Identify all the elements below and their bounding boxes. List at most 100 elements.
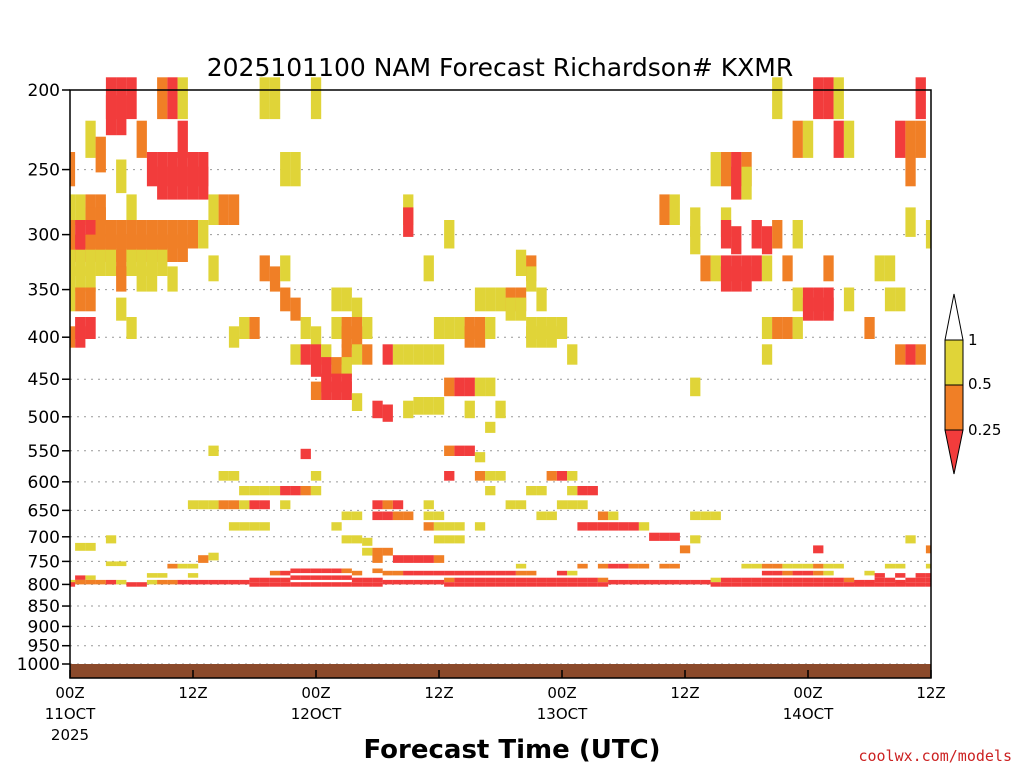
ri-cell <box>905 120 916 158</box>
ri-cell <box>741 266 752 292</box>
ri-cell <box>75 326 86 348</box>
ri-cell <box>587 577 598 583</box>
ri-cell <box>310 486 322 496</box>
ri-cell <box>454 317 465 339</box>
ri-cell <box>269 486 281 496</box>
ri-cell <box>177 220 188 249</box>
ri-cell <box>679 545 691 554</box>
ri-cell <box>474 452 486 463</box>
ri-cell <box>433 522 445 531</box>
ri-cell <box>505 500 516 510</box>
ri-cell <box>362 344 373 365</box>
ri-cell <box>474 471 486 481</box>
ri-cell <box>290 152 301 187</box>
ri-cell <box>536 582 547 587</box>
richardson-cells <box>70 77 931 587</box>
ri-cell <box>187 563 199 569</box>
y-tick-label: 900 <box>28 617 60 637</box>
ri-cell <box>751 255 762 282</box>
ri-cell <box>454 377 465 397</box>
ri-cell <box>669 563 680 569</box>
ri-cell <box>731 166 742 200</box>
ri-cell <box>874 577 885 583</box>
ri-cell <box>741 563 752 569</box>
ri-cell <box>290 575 301 580</box>
ri-cell <box>341 357 352 377</box>
ri-cell <box>75 575 86 580</box>
ri-cell <box>177 234 188 262</box>
ri-cell <box>485 377 496 397</box>
ri-cell <box>454 582 465 587</box>
ri-cell <box>116 561 127 567</box>
ri-cell <box>300 582 311 587</box>
ri-cell <box>423 555 434 563</box>
ri-cell <box>772 220 783 249</box>
ri-cell <box>413 397 424 415</box>
ri-cell <box>126 317 137 339</box>
ri-cell <box>85 542 96 551</box>
ri-cell <box>105 535 117 544</box>
ri-cell <box>536 326 547 348</box>
ri-cell <box>895 344 906 365</box>
ri-cell <box>915 344 926 365</box>
ri-cell <box>126 582 137 587</box>
y-tick-label: 250 <box>28 161 60 181</box>
ri-cell <box>587 582 598 587</box>
ri-cell <box>915 577 926 583</box>
source-credit: coolwx.com/models <box>858 747 1012 765</box>
ri-cell <box>70 579 76 585</box>
ri-cell <box>208 194 219 225</box>
ri-cell <box>669 532 680 541</box>
ri-cell <box>495 577 506 583</box>
ri-cell <box>526 486 537 496</box>
ri-cell <box>710 511 721 521</box>
ri-cell <box>146 152 158 187</box>
ri-cell <box>772 570 783 576</box>
ri-cell <box>700 579 711 585</box>
ri-cell <box>546 582 557 587</box>
ri-cell <box>556 582 568 587</box>
ri-cell <box>249 500 260 510</box>
color-legend: 1 0.5 0.25 <box>944 293 1001 475</box>
ri-cell <box>331 381 342 400</box>
ri-cell <box>895 573 906 578</box>
ri-cell <box>515 563 527 569</box>
ri-cell <box>597 582 609 587</box>
ri-cell <box>351 393 363 411</box>
ri-cell <box>75 579 86 585</box>
y-tick-label: 400 <box>28 328 60 348</box>
ri-cell <box>157 579 168 585</box>
ri-cell <box>464 377 475 397</box>
ri-cell <box>75 234 86 262</box>
ri-cell <box>884 563 896 569</box>
ri-cell <box>321 344 332 365</box>
ri-cell <box>515 500 527 510</box>
ri-cell <box>413 344 424 365</box>
ri-cell <box>362 537 373 546</box>
ri-cell <box>382 500 393 510</box>
ri-cell <box>70 152 76 187</box>
ri-cell <box>157 220 168 249</box>
ri-cell <box>392 555 404 563</box>
ri-cell <box>608 563 619 569</box>
ri-cell <box>218 194 229 225</box>
x-axis-label: Forecast Time (UTC) <box>363 735 660 765</box>
ri-cell <box>413 579 424 585</box>
ri-cell <box>177 579 188 585</box>
ri-cell <box>167 563 178 569</box>
ri-cell <box>167 166 178 200</box>
ri-cell <box>710 255 721 282</box>
ri-cell <box>823 577 834 583</box>
ri-cell <box>433 555 445 563</box>
ri-cell <box>105 249 117 276</box>
ri-cell <box>310 471 322 481</box>
ri-cell <box>331 568 342 574</box>
ri-cell <box>433 511 445 521</box>
ri-cell <box>464 570 475 576</box>
ri-cell <box>300 448 311 460</box>
ri-cell <box>669 194 680 225</box>
ri-cell <box>690 377 701 397</box>
ri-cell <box>751 577 762 583</box>
ri-cell <box>874 582 885 587</box>
ri-cell <box>474 326 486 348</box>
